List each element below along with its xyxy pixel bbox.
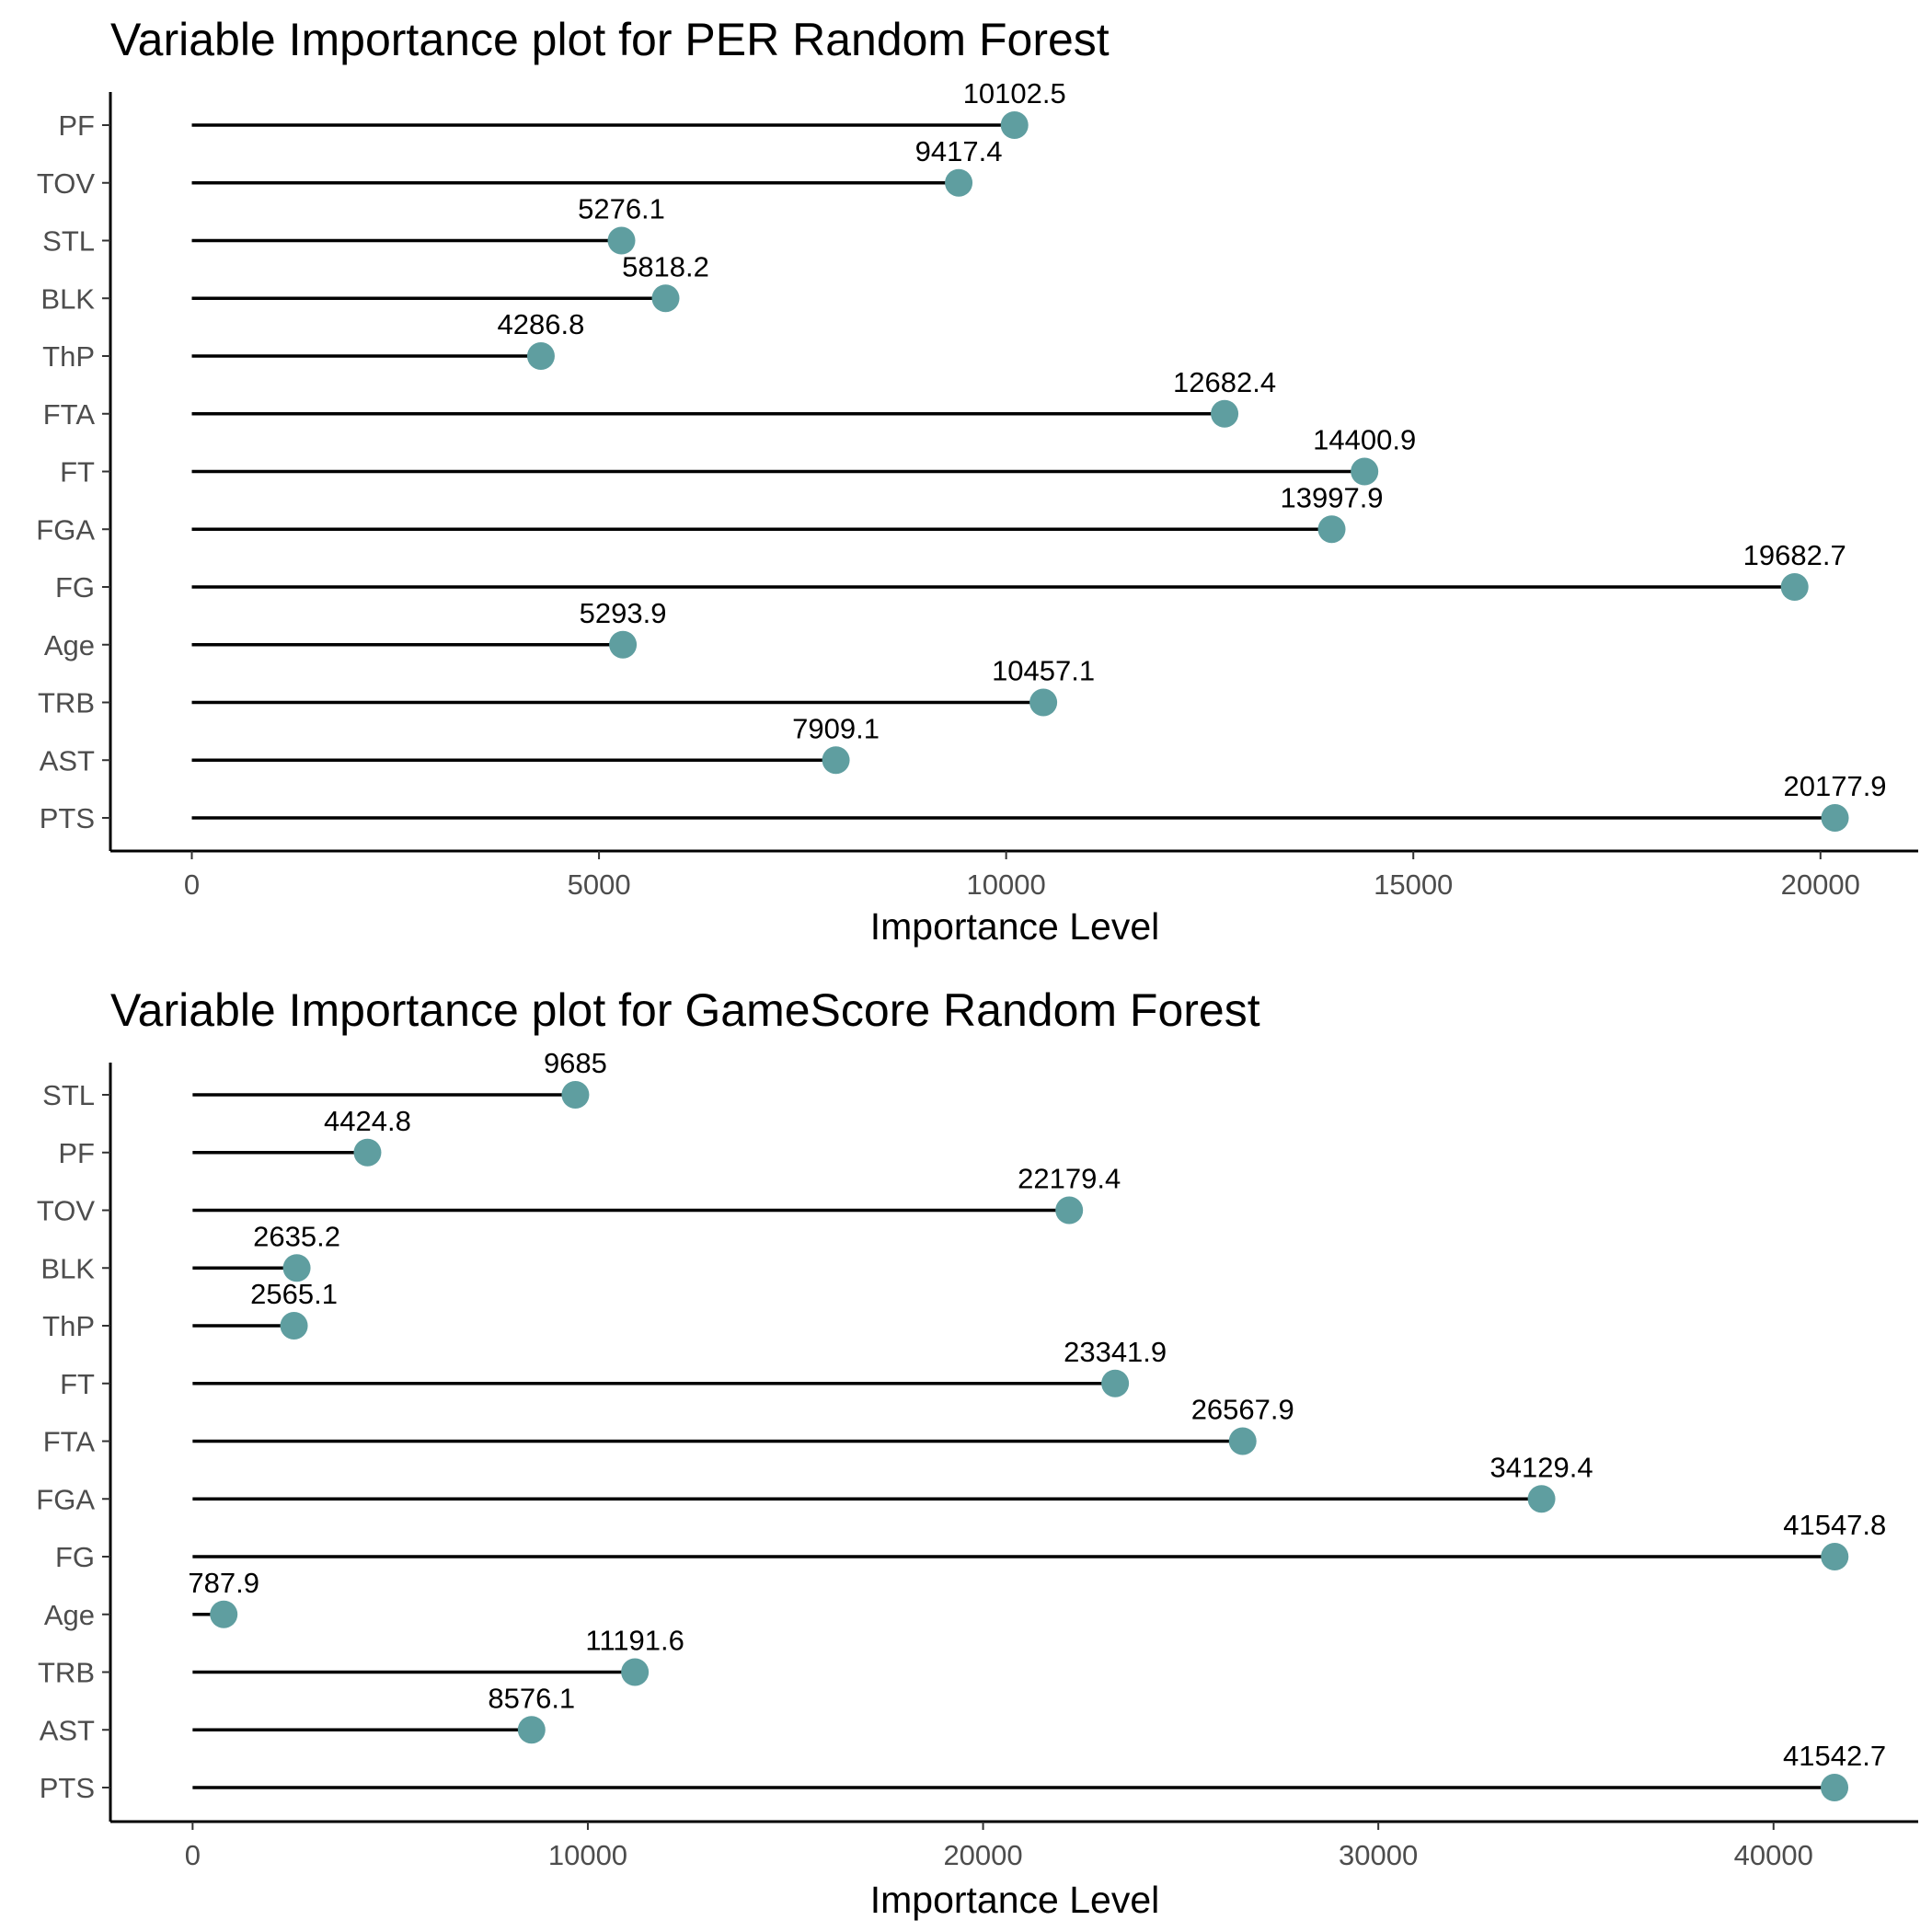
- data-label: 9685: [544, 1047, 607, 1079]
- y-tick-label: FTA: [43, 398, 96, 431]
- y-tick-label: AST: [40, 1714, 95, 1746]
- y-tick-label: Age: [44, 1599, 95, 1631]
- lollipop-point: [1055, 1196, 1084, 1225]
- data-label: 9417.4: [915, 135, 1003, 167]
- data-label: 5276.1: [578, 193, 665, 225]
- x-tick-label: 10000: [548, 1839, 627, 1871]
- data-label: 10457.1: [992, 655, 1095, 687]
- lollipop-point: [526, 342, 555, 370]
- data-label: 13997.9: [1280, 481, 1383, 513]
- x-tick-label: 0: [185, 1839, 201, 1871]
- data-label: 7909.1: [792, 712, 880, 744]
- y-tick-label: FT: [60, 456, 95, 489]
- data-label: 5818.2: [622, 250, 709, 282]
- lollipop-point: [280, 1312, 308, 1340]
- x-tick-label: 30000: [1339, 1839, 1418, 1871]
- data-label: 2635.2: [253, 1220, 340, 1252]
- data-label: 2565.1: [250, 1278, 338, 1310]
- data-label: 5293.9: [580, 597, 667, 629]
- y-tick-label: FT: [60, 1368, 95, 1400]
- lollipop-point: [945, 168, 973, 197]
- data-label: 34129.4: [1490, 1451, 1593, 1483]
- x-tick-label: 40000: [1734, 1839, 1813, 1871]
- y-tick-label: TRB: [38, 1657, 95, 1689]
- lollipop-point: [1228, 1427, 1257, 1455]
- data-label: 41547.8: [1783, 1509, 1886, 1541]
- y-tick-label: PF: [58, 1137, 95, 1169]
- data-label: 8576.1: [488, 1682, 575, 1714]
- y-tick-label: STL: [42, 1079, 95, 1111]
- lollipop-point: [1211, 399, 1239, 428]
- x-tick-label: 20000: [1781, 868, 1860, 901]
- y-tick-label: ThP: [42, 1310, 95, 1342]
- x-axis-label-gamescore: Importance Level: [870, 1879, 1160, 1921]
- data-label: 10102.5: [963, 77, 1066, 109]
- y-tick-label: STL: [42, 225, 95, 258]
- y-tick-label: FG: [55, 571, 95, 604]
- data-label: 14400.9: [1313, 424, 1416, 456]
- lollipop-point: [282, 1254, 311, 1282]
- lollipop-point: [1317, 515, 1346, 544]
- lollipop-point: [651, 284, 680, 313]
- y-tick-label: TRB: [38, 687, 95, 719]
- data-label: 12682.4: [1173, 366, 1276, 398]
- data-label: 23341.9: [1064, 1336, 1167, 1368]
- lollipop-point: [1101, 1369, 1130, 1397]
- lollipop-point: [1029, 688, 1058, 717]
- lollipop-point: [1821, 1543, 1849, 1570]
- x-tick-label: 15000: [1374, 868, 1453, 901]
- lollipop-point: [561, 1081, 590, 1109]
- x-tick-label: 5000: [568, 868, 631, 901]
- chart-title-per: Variable Importance plot for PER Random …: [110, 14, 1110, 65]
- y-tick-label: BLK: [40, 1252, 95, 1284]
- y-tick-label: FTA: [43, 1426, 96, 1458]
- data-label: 4286.8: [498, 308, 585, 340]
- lollipop-point: [1821, 1774, 1849, 1801]
- data-label: 19682.7: [1743, 539, 1846, 571]
- lollipop-point: [822, 746, 850, 775]
- lollipop-point: [1351, 457, 1379, 486]
- y-tick-label: PTS: [40, 802, 95, 834]
- y-tick-label: FGA: [36, 513, 95, 546]
- y-tick-label: FGA: [36, 1483, 95, 1515]
- data-label: 22179.4: [1018, 1163, 1121, 1195]
- y-tick-label: Age: [44, 629, 95, 661]
- y-tick-label: PF: [58, 109, 95, 142]
- lollipop-point: [1780, 573, 1809, 601]
- y-tick-label: ThP: [42, 340, 95, 373]
- x-axis-label-per: Importance Level: [870, 905, 1160, 948]
- y-tick-label: PTS: [40, 1772, 95, 1804]
- chart-title-gamescore: Variable Importance plot for GameScore R…: [110, 984, 1260, 1036]
- lollipop-point: [609, 630, 638, 659]
- x-tick-label: 10000: [967, 868, 1046, 901]
- lollipop-point: [1000, 111, 1029, 139]
- y-tick-label: TOV: [37, 1195, 95, 1227]
- data-label: 26567.9: [1191, 1394, 1294, 1426]
- x-tick-label: 20000: [943, 1839, 1022, 1871]
- data-label: 787.9: [188, 1567, 259, 1599]
- data-label: 11191.6: [585, 1625, 684, 1657]
- lollipop-point: [1821, 804, 1849, 832]
- lollipop-point: [621, 1658, 650, 1686]
- data-label: 20177.9: [1783, 770, 1886, 802]
- lollipop-point: [210, 1600, 238, 1628]
- lollipop-point: [1527, 1485, 1556, 1513]
- lollipop-point: [517, 1716, 546, 1744]
- lollipop-point: [353, 1138, 382, 1167]
- y-tick-label: AST: [40, 744, 95, 776]
- data-label: 4424.8: [324, 1105, 411, 1137]
- data-label: 41542.7: [1783, 1740, 1886, 1772]
- y-tick-label: BLK: [40, 282, 95, 315]
- x-tick-label: 0: [184, 868, 200, 901]
- y-tick-label: TOV: [37, 167, 95, 200]
- y-tick-label: FG: [55, 1541, 95, 1573]
- lollipop-point: [607, 226, 636, 255]
